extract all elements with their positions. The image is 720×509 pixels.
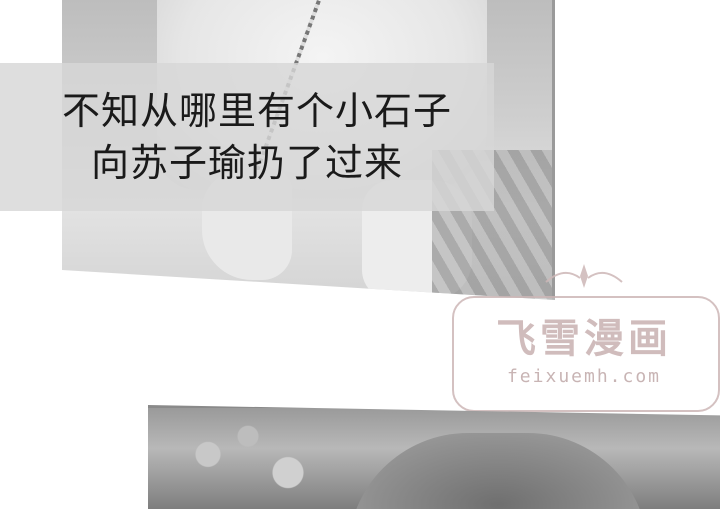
watermark-frame xyxy=(452,296,720,412)
hair xyxy=(348,433,648,509)
caption-line-2: 向苏子瑜扔了过来 xyxy=(90,141,403,185)
caption-box: 不知从哪里有个小石子 向苏子瑜扔了过来 xyxy=(0,63,494,211)
watermark-title: 飞雪漫画 xyxy=(496,316,672,362)
bottom-photo-panel xyxy=(148,405,720,509)
ornament-top-icon xyxy=(545,264,623,288)
background-foliage xyxy=(148,418,348,509)
watermark-url: feixuemh.com xyxy=(506,366,662,387)
watermark: 飞雪漫画 feixuemh.com xyxy=(452,258,720,448)
caption-line-1: 不知从哪里有个小石子 xyxy=(61,89,452,133)
